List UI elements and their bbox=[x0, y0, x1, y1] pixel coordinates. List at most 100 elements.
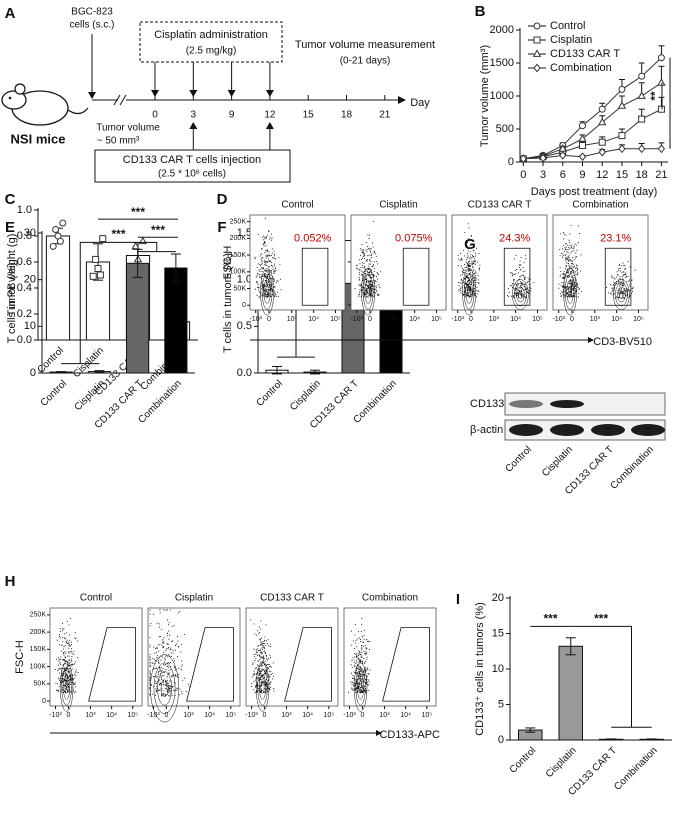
gate-percentage: 24.3% bbox=[499, 233, 530, 245]
event-dot bbox=[473, 260, 475, 262]
event-dot bbox=[159, 643, 161, 646]
event-dot bbox=[575, 274, 577, 276]
y-tick-label: 100K bbox=[230, 269, 247, 276]
event-dot bbox=[373, 275, 375, 277]
event-dot bbox=[265, 294, 267, 296]
event-dot bbox=[268, 261, 270, 263]
event-dot bbox=[268, 278, 270, 280]
event-dot bbox=[366, 288, 368, 290]
event-dot bbox=[621, 276, 623, 278]
event-dot bbox=[470, 254, 472, 256]
event-dot bbox=[261, 644, 264, 646]
event-dot bbox=[74, 682, 76, 684]
event-dot bbox=[471, 275, 474, 278]
event-dot bbox=[262, 645, 264, 647]
event-dot bbox=[471, 254, 474, 256]
event-dot bbox=[463, 249, 465, 252]
event-dot bbox=[611, 289, 614, 291]
event-dot bbox=[367, 640, 369, 642]
event-dot bbox=[62, 691, 64, 694]
event-dot bbox=[629, 285, 631, 287]
event-dot bbox=[376, 294, 378, 296]
event-dot bbox=[359, 289, 361, 291]
event-dot bbox=[622, 284, 624, 286]
event-dot bbox=[64, 656, 66, 659]
event-dot bbox=[57, 690, 60, 692]
event-dot bbox=[261, 271, 263, 273]
band bbox=[550, 424, 584, 436]
event-dot bbox=[361, 652, 363, 654]
event-dot bbox=[357, 687, 359, 689]
data-point bbox=[657, 105, 665, 113]
significance: *** bbox=[594, 611, 608, 625]
event-dot bbox=[258, 291, 260, 293]
event-dot bbox=[265, 664, 268, 666]
event-dot bbox=[623, 292, 625, 294]
event-dot bbox=[350, 630, 352, 632]
event-dot bbox=[360, 686, 362, 689]
event-dot bbox=[259, 659, 261, 661]
event-dot bbox=[179, 688, 181, 690]
event-dot bbox=[169, 672, 171, 674]
data-point bbox=[89, 272, 97, 280]
event-dot bbox=[266, 294, 269, 296]
event-dot bbox=[362, 641, 364, 643]
event-dot bbox=[570, 272, 572, 274]
event-dot bbox=[361, 244, 363, 246]
event-dot bbox=[360, 647, 362, 649]
panel-label: F bbox=[217, 219, 226, 236]
event-dot bbox=[364, 283, 366, 285]
event-dot bbox=[625, 272, 627, 274]
event-dot bbox=[355, 667, 357, 669]
event-dot bbox=[156, 657, 158, 659]
event-dot bbox=[379, 287, 381, 289]
event-dot bbox=[271, 257, 274, 259]
data-point bbox=[638, 72, 646, 80]
x-tick-label: 10⁴ bbox=[106, 712, 117, 719]
event-dot bbox=[576, 285, 578, 287]
event-dot bbox=[171, 676, 173, 678]
event-dot bbox=[363, 669, 365, 671]
event-dot bbox=[63, 668, 65, 670]
event-dot bbox=[350, 687, 352, 689]
event-dot bbox=[57, 660, 59, 662]
event-dot bbox=[621, 271, 623, 273]
event-dot bbox=[458, 289, 460, 291]
event-dot bbox=[65, 661, 67, 663]
event-dot bbox=[270, 261, 272, 264]
event-dot bbox=[478, 290, 480, 292]
event-dot bbox=[265, 679, 267, 681]
y-tick-label: 150K bbox=[30, 646, 47, 653]
event-dot bbox=[58, 644, 60, 646]
event-dot bbox=[179, 610, 181, 612]
event-dot bbox=[61, 630, 64, 632]
event-dot bbox=[464, 292, 466, 294]
x-axis-label: Days post treatment (day) bbox=[531, 186, 658, 198]
gate bbox=[503, 247, 531, 306]
data-point bbox=[539, 153, 547, 163]
x-tick-label: 10⁵ bbox=[127, 712, 138, 719]
event-dot bbox=[365, 654, 367, 656]
event-dot bbox=[55, 682, 57, 684]
y-tick-label: 15 bbox=[492, 627, 504, 639]
contour bbox=[61, 668, 72, 706]
event-dot bbox=[368, 282, 370, 284]
event-dot bbox=[513, 296, 515, 298]
event-dot bbox=[268, 294, 270, 296]
event-dot bbox=[260, 692, 262, 694]
event-dot bbox=[185, 691, 187, 693]
event-dot bbox=[613, 284, 615, 286]
event-dot bbox=[460, 287, 462, 289]
event-dot bbox=[363, 253, 365, 255]
plot-title: Combination bbox=[572, 200, 628, 211]
event-dot bbox=[368, 248, 370, 250]
event-dot bbox=[260, 265, 262, 267]
event-dot bbox=[268, 289, 270, 291]
event-dot bbox=[517, 282, 519, 284]
event-dot bbox=[71, 677, 73, 679]
y-tick-label: 1000 bbox=[490, 90, 514, 102]
event-dot bbox=[462, 271, 464, 274]
event-dot bbox=[68, 660, 70, 662]
event-dot bbox=[366, 675, 368, 677]
event-dot bbox=[263, 650, 265, 652]
